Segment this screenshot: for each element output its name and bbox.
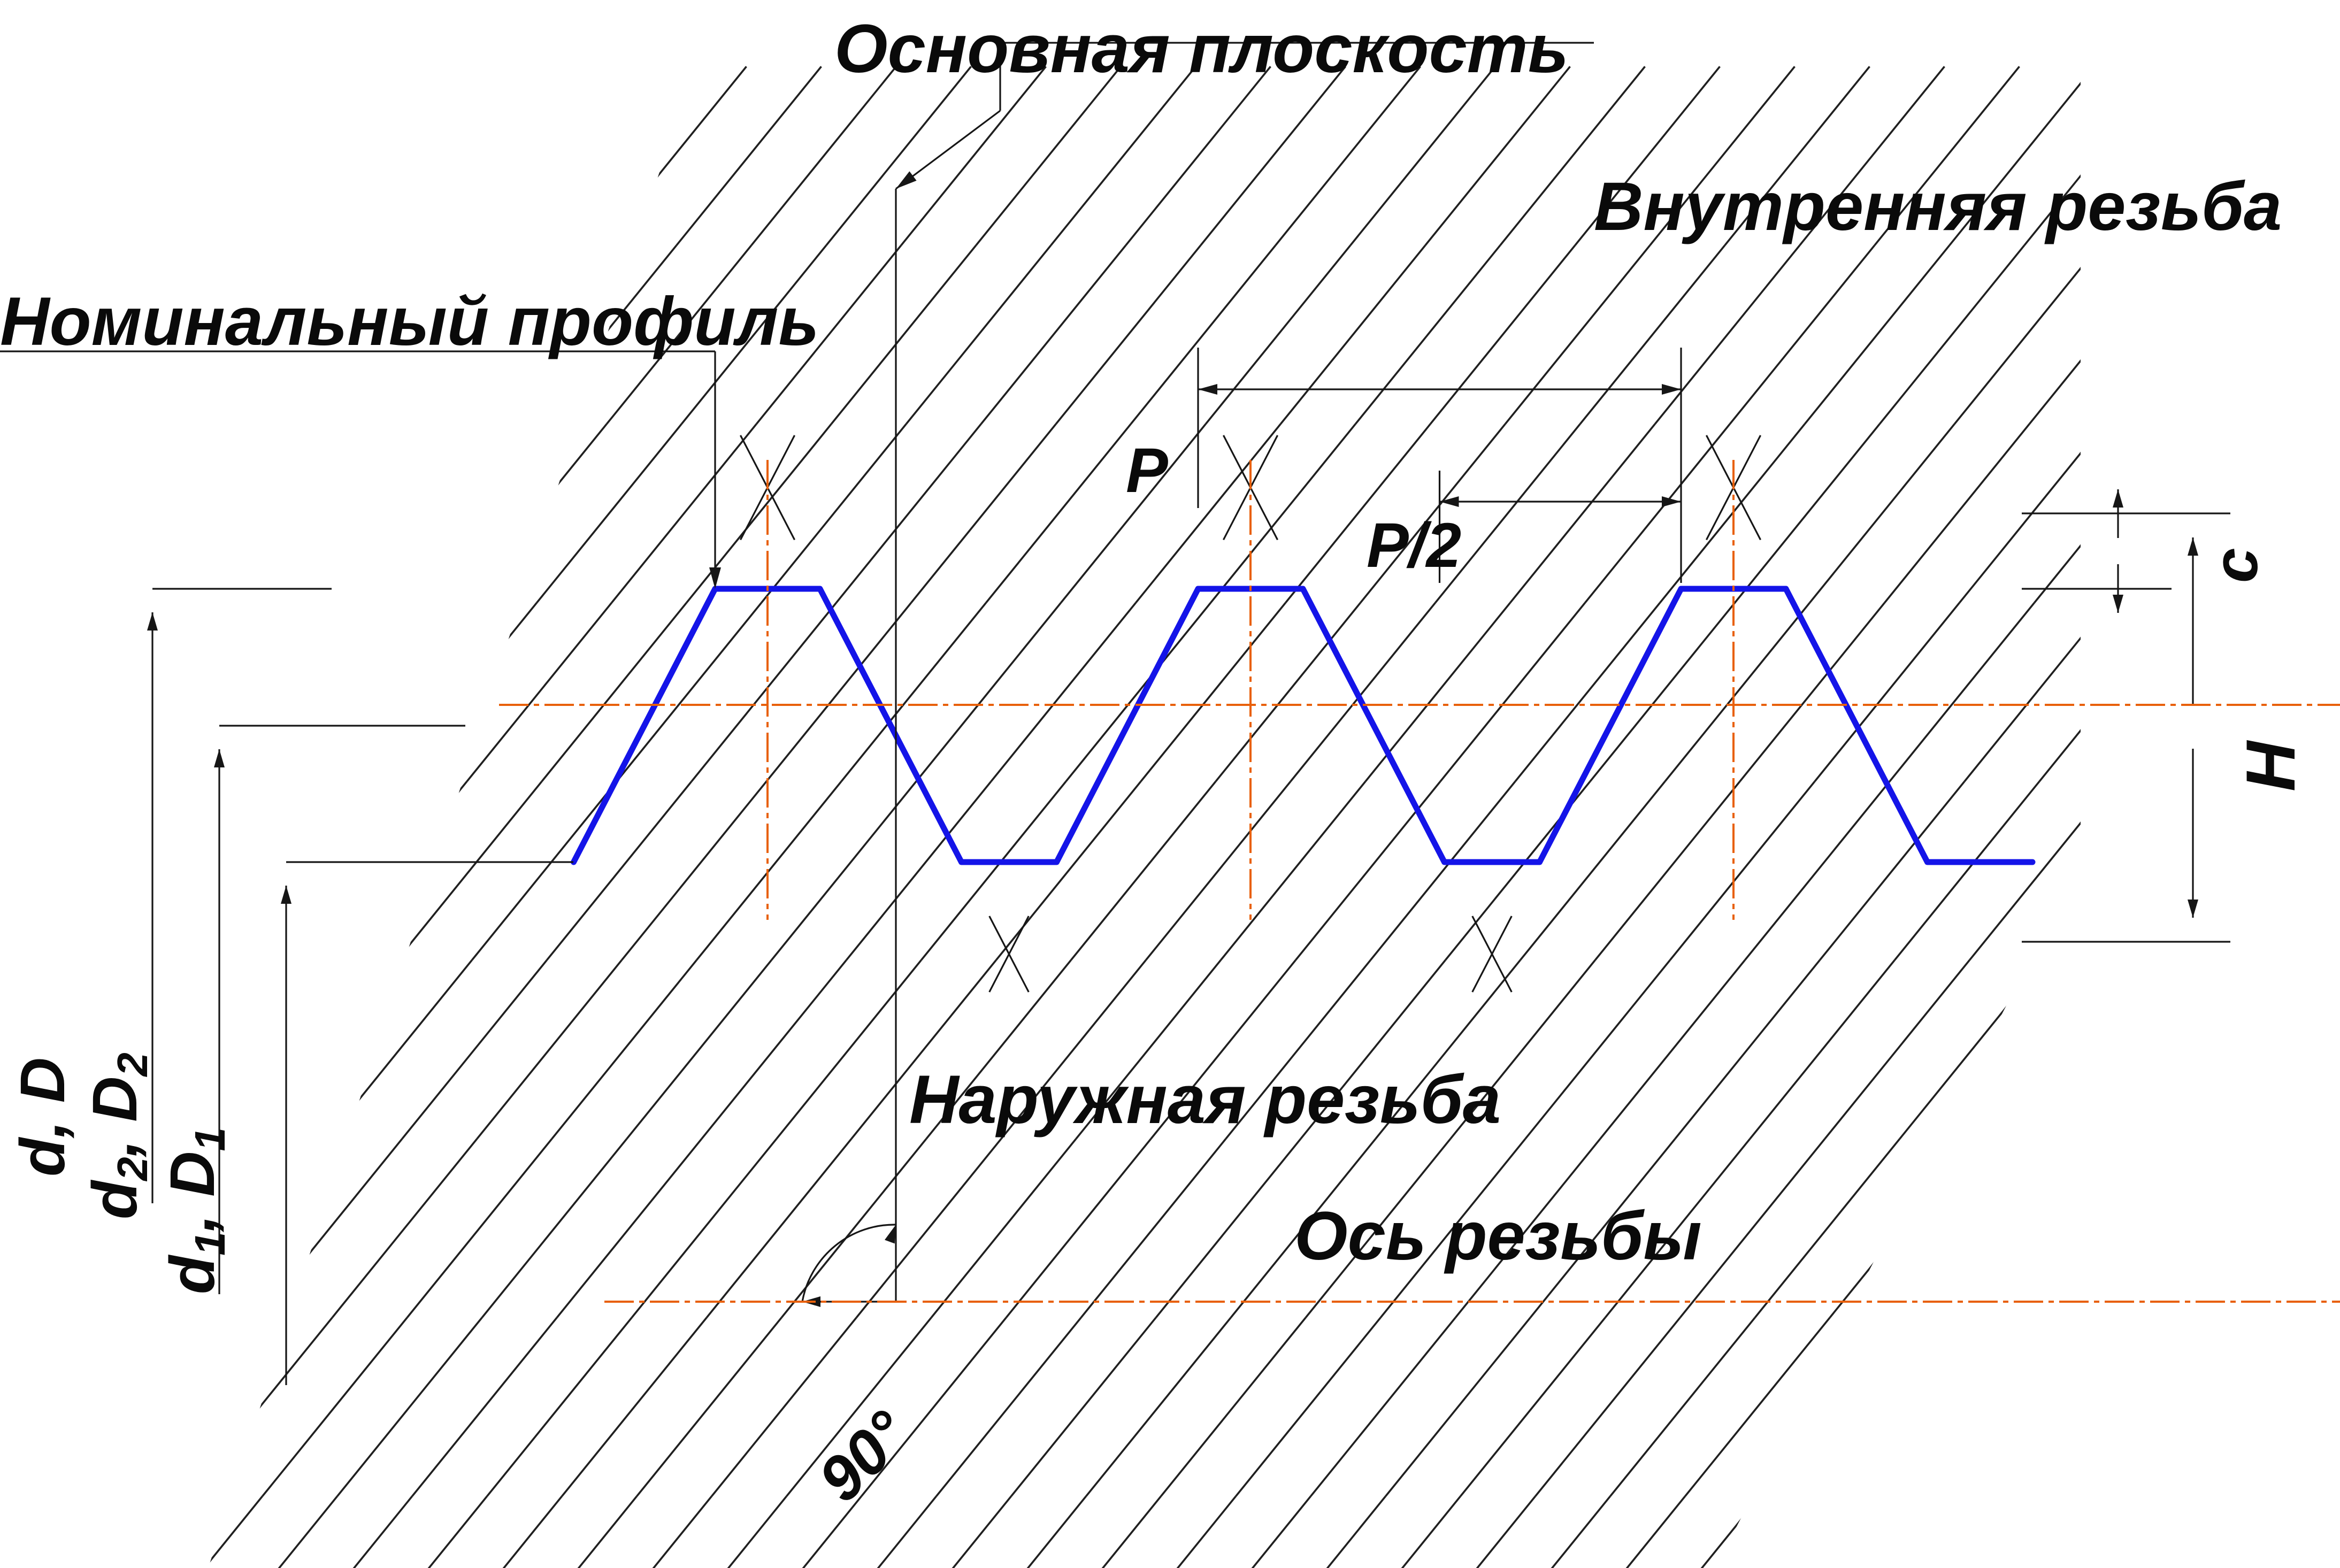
svg-text:d1, D1: d1, D1 (157, 1127, 234, 1294)
svg-text:P: P (1126, 435, 1168, 506)
svg-text:Номинальный профиль: Номинальный профиль (0, 283, 819, 360)
svg-text:c: c (2200, 548, 2271, 583)
svg-text:d, D: d, D (7, 1057, 78, 1177)
svg-text:Внутренняя резьба: Внутренняя резьба (1594, 168, 2282, 245)
svg-text:Наружная резьба: Наружная резьба (909, 1062, 1501, 1138)
svg-text:H: H (2231, 740, 2310, 791)
svg-text:P/2: P/2 (1367, 510, 1461, 581)
svg-text:Основная плоскость: Основная плоскость (834, 11, 1569, 87)
svg-text:d2, D2: d2, D2 (80, 1052, 156, 1219)
svg-text:Ось резьбы: Ось резьбы (1294, 1198, 1702, 1274)
